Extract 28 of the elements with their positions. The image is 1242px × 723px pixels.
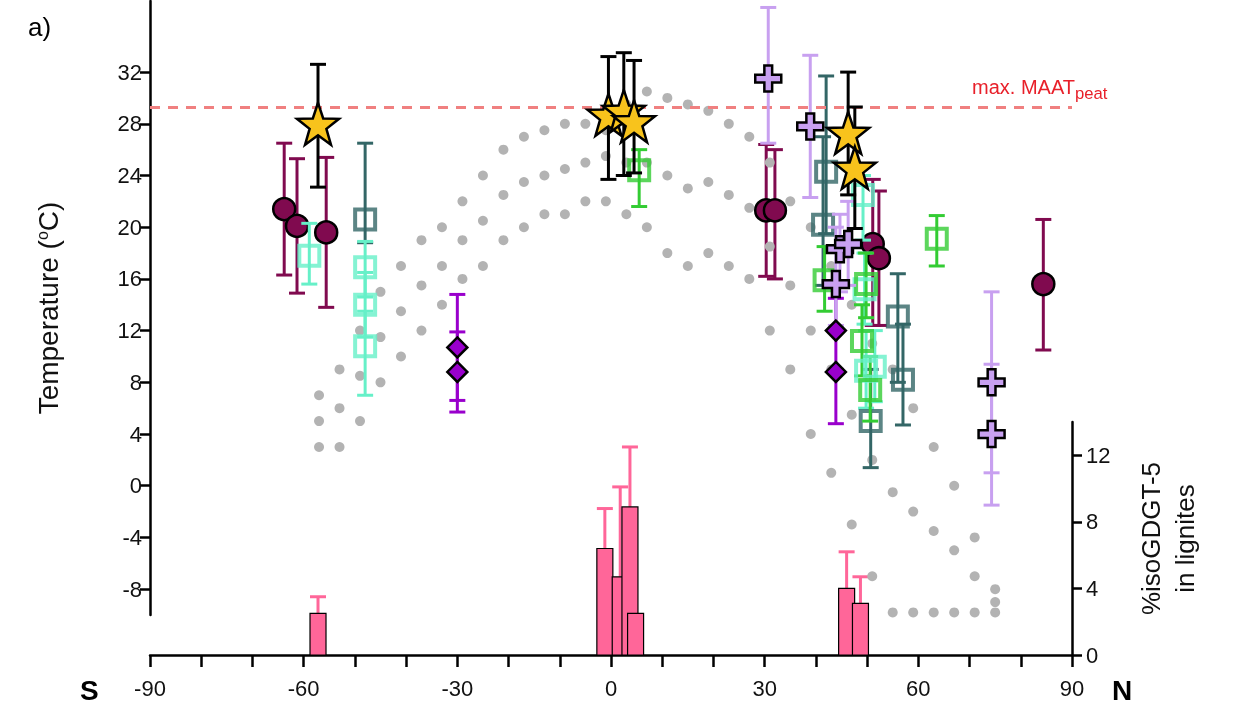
y-tick-label: 20 — [117, 214, 142, 240]
y-tick-label: 28 — [117, 111, 142, 137]
y2-tick-label: 8 — [1086, 509, 1099, 535]
y2-tick-label: 0 — [1086, 642, 1099, 668]
y-tick-label: 12 — [117, 318, 142, 344]
x-tick-label: -60 — [287, 675, 320, 701]
y2-tick-label: 4 — [1086, 575, 1099, 601]
x-tick-label: 30 — [752, 675, 777, 701]
y-tick-label: -8 — [122, 576, 142, 602]
y-tick-label: 0 — [129, 473, 142, 499]
text: S — [80, 674, 99, 706]
y2-tick-label: 12 — [1086, 442, 1111, 468]
x-tick-label: -30 — [441, 675, 474, 701]
y-tick-label: 4 — [129, 421, 142, 447]
y2-axis-title: %isoGDGT-5 in lignites — [1136, 461, 1200, 616]
y-tick-label: 16 — [117, 266, 142, 292]
y-tick-label: 32 — [117, 59, 142, 85]
x-tick-label: -90 — [134, 675, 166, 701]
x-tick-label: 0 — [604, 675, 618, 701]
x-tick-label: 90 — [1059, 675, 1085, 701]
text: a) — [28, 12, 52, 42]
text: N — [1112, 674, 1133, 706]
x-tick-label: 60 — [906, 675, 931, 701]
ref-line-label: max. MAAT$_{peat}$ — [972, 75, 1108, 105]
y-axis-title: Temperature (oC) — [32, 201, 64, 415]
y-tick-label: 8 — [129, 369, 142, 395]
y-tick-label: -4 — [122, 524, 142, 550]
y-tick-label: 24 — [117, 163, 142, 189]
